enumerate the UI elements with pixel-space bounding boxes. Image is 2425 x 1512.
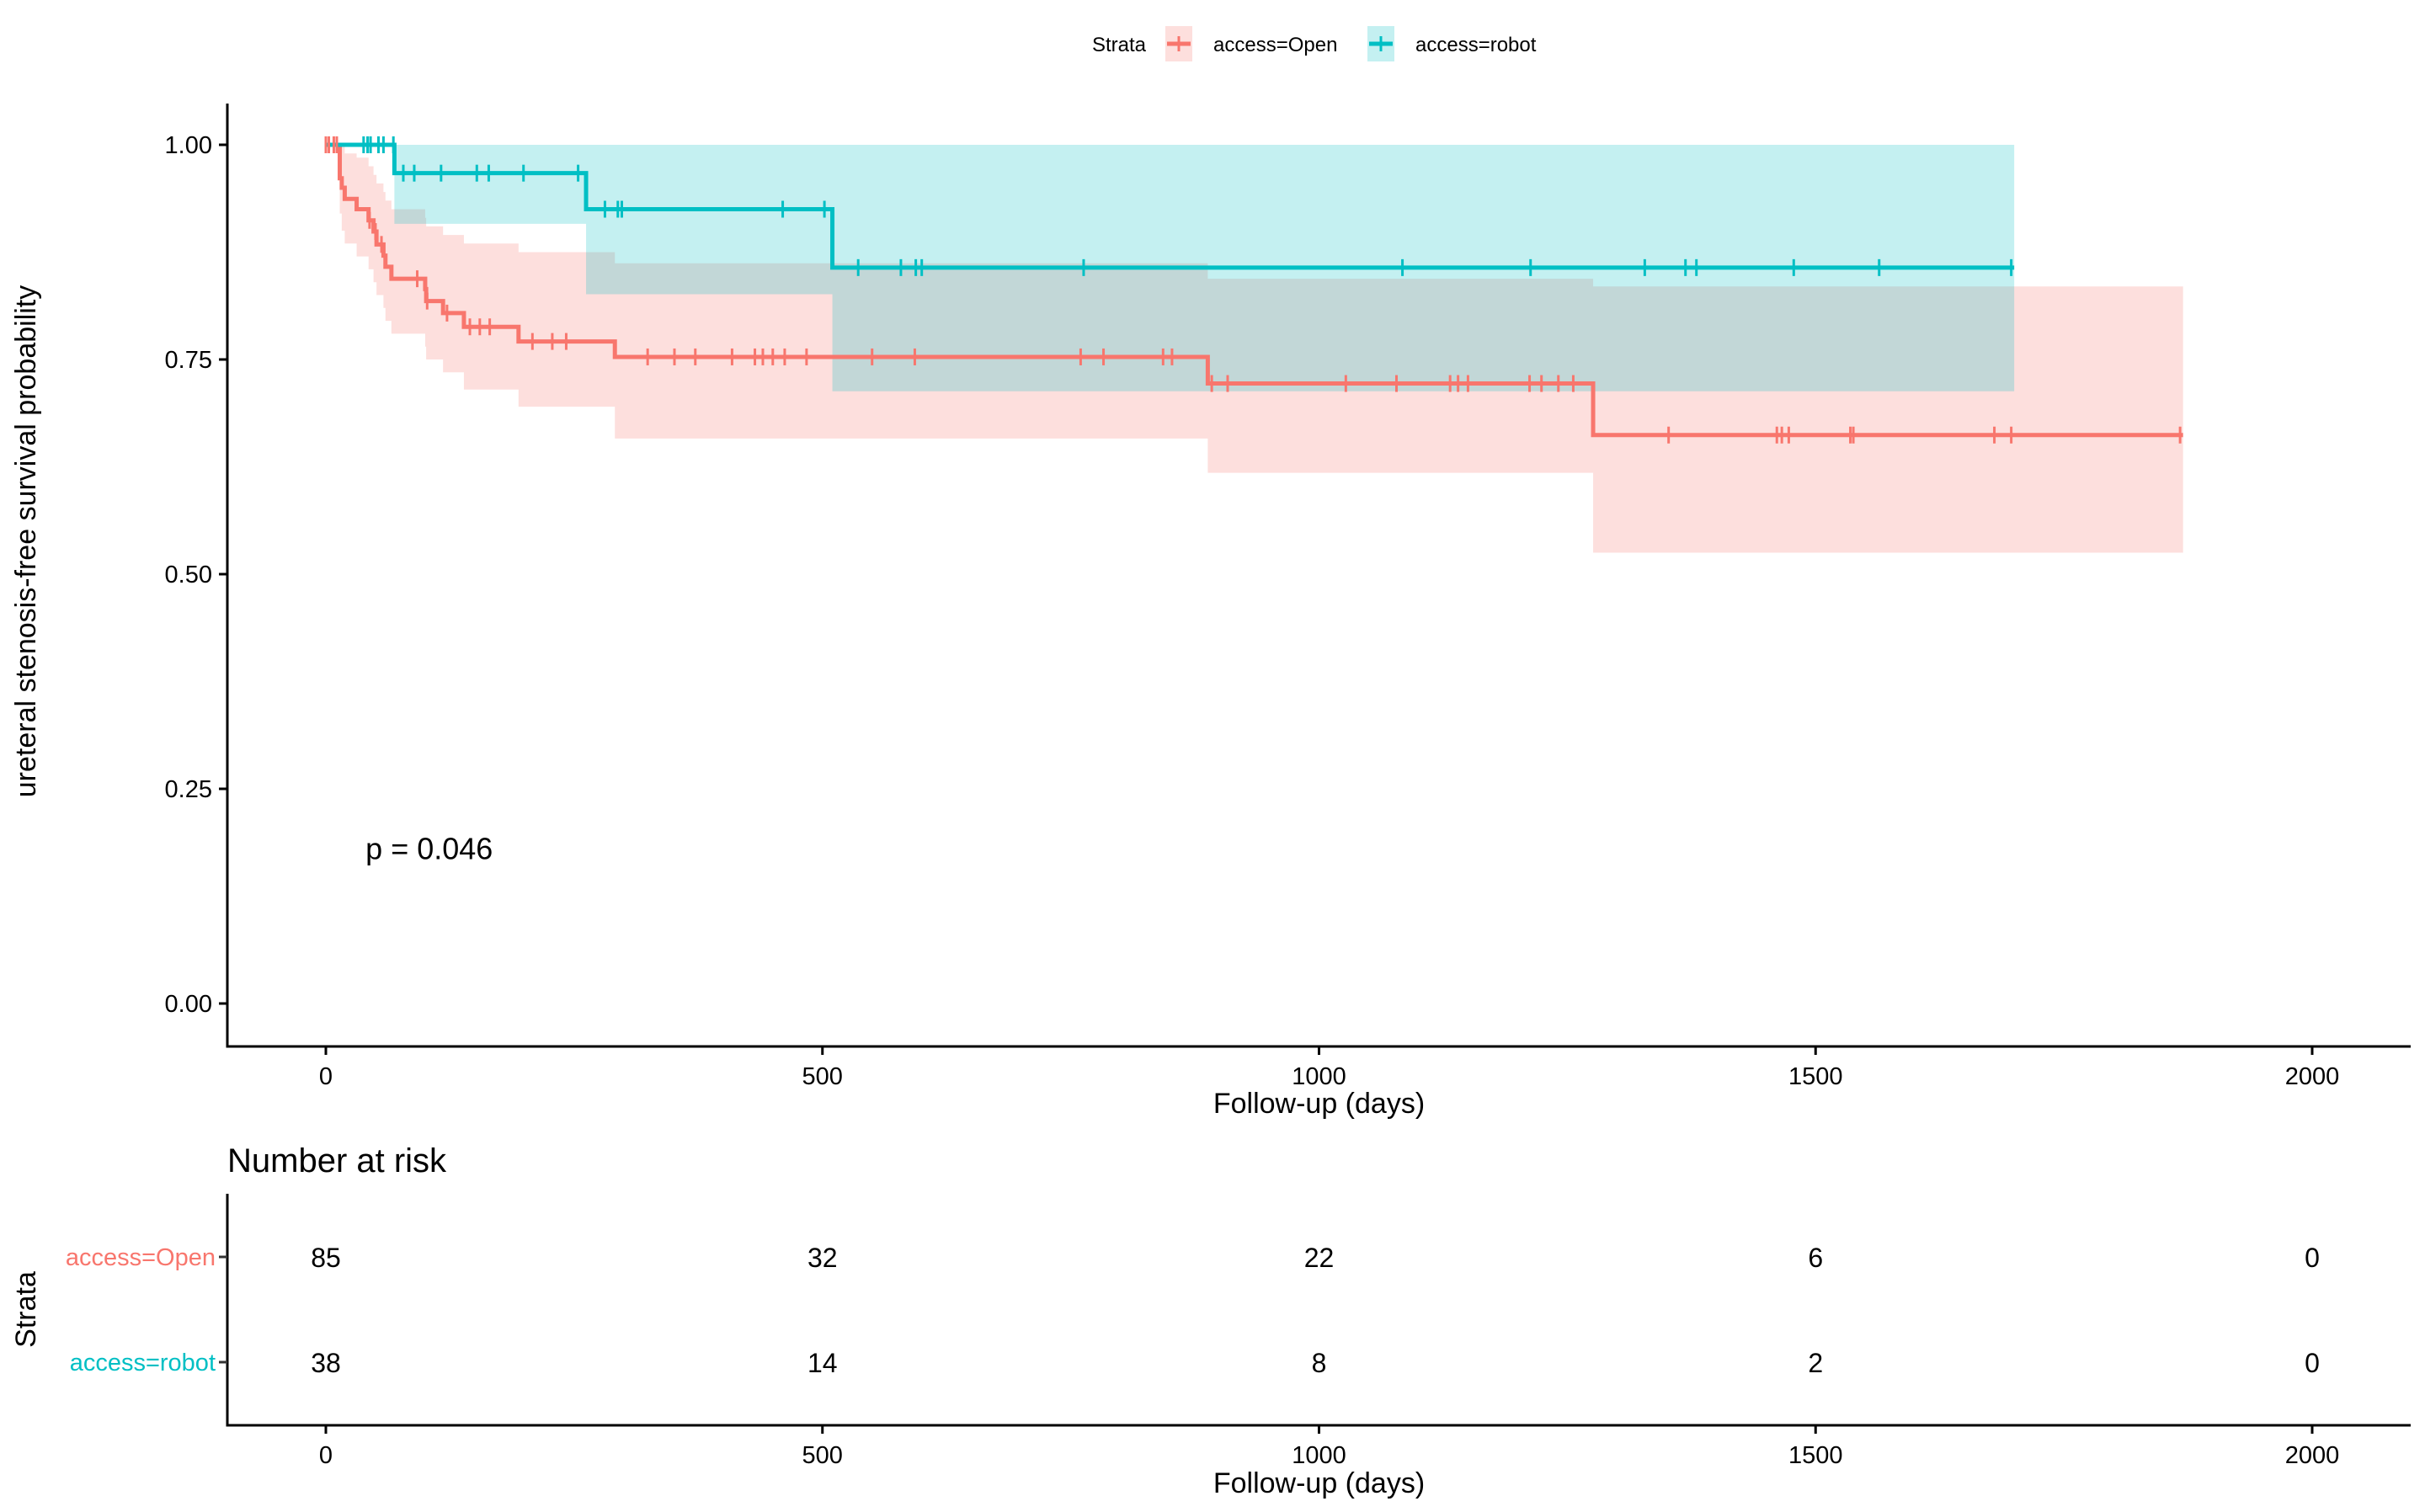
legend: Strata access=Open access=robot — [1092, 26, 1537, 61]
risk-table-strata-label: Strata — [10, 1271, 42, 1348]
risk-x-tick-label: 1000 — [1292, 1442, 1346, 1469]
x-tick-label: 1000 — [1292, 1063, 1346, 1090]
risk-count-open-2000: 0 — [2305, 1243, 2320, 1273]
x-tick-label: 1500 — [1788, 1063, 1843, 1090]
risk-table: Number at risk access=Open 85 32 22 6 0access… — [10, 1142, 2411, 1499]
y-tick-label: 0.25 — [165, 776, 212, 803]
x-tick-label: 2000 — [2285, 1063, 2340, 1090]
legend-entry-open: access=Open — [1165, 26, 1337, 61]
risk-count-robot-1000: 8 — [1312, 1348, 1327, 1378]
x-tick-label: 0 — [319, 1063, 333, 1090]
legend-entry-robot: access=robot — [1367, 26, 1537, 61]
risk-count-robot-1500: 2 — [1808, 1348, 1823, 1378]
censor-marks — [324, 136, 2182, 444]
legend-title: Strata — [1092, 34, 1147, 56]
y-tick-label: 1.00 — [165, 132, 212, 159]
x-axis-title: Follow-up (days) — [1213, 1088, 1425, 1120]
risk-x-tick-label: 500 — [802, 1442, 843, 1469]
risk-count-open-0: 85 — [311, 1243, 341, 1273]
legend-label-robot: access=robot — [1415, 34, 1537, 56]
risk-row-open: access=Open 85 32 22 6 0 — [66, 1243, 2320, 1273]
x-axis-ticks: 0 500 1000 1500 2000 — [319, 1046, 2339, 1090]
risk-x-tick-label: 0 — [319, 1442, 333, 1469]
risk-x-tick-label: 2000 — [2285, 1442, 2340, 1469]
ci-band-open — [326, 145, 2183, 553]
p-value-annotation: p = 0.046 — [365, 831, 493, 865]
risk-x-tick-label: 1500 — [1788, 1442, 1843, 1469]
risk-table-title: Number at risk — [227, 1142, 447, 1179]
risk-row-label-robot: access=robot — [70, 1350, 216, 1376]
risk-row-label-open: access=Open — [66, 1244, 216, 1271]
risk-table-x-axis-title: Follow-up (days) — [1213, 1467, 1425, 1499]
survival-curve-open — [326, 142, 2183, 438]
x-tick-label: 500 — [802, 1063, 843, 1090]
risk-count-robot-0: 38 — [311, 1348, 341, 1378]
risk-table-x-ticks: 0 500 1000 1500 2000 — [319, 1425, 2339, 1469]
risk-count-open-1500: 6 — [1808, 1243, 1823, 1273]
risk-row-robot: access=robot 38 14 8 2 0 — [70, 1348, 2320, 1378]
y-tick-label: 0.00 — [165, 991, 212, 1018]
risk-count-open-1000: 22 — [1304, 1243, 1335, 1273]
y-tick-label: 0.50 — [165, 562, 212, 588]
survival-plot: 0.00 0.25 0.50 0.75 1.00 0 500 1000 1500 2000 ur… — [10, 104, 2411, 1120]
y-axis-ticks: 0.00 0.25 0.50 0.75 1.00 — [165, 132, 227, 1018]
risk-count-robot-500: 14 — [807, 1348, 838, 1378]
y-axis-title: ureteral stenosis-free survival probabil… — [10, 285, 42, 797]
y-tick-label: 0.75 — [165, 347, 212, 374]
risk-count-robot-2000: 0 — [2305, 1348, 2320, 1378]
risk-count-open-500: 32 — [807, 1243, 838, 1273]
legend-label-open: access=Open — [1213, 34, 1337, 56]
